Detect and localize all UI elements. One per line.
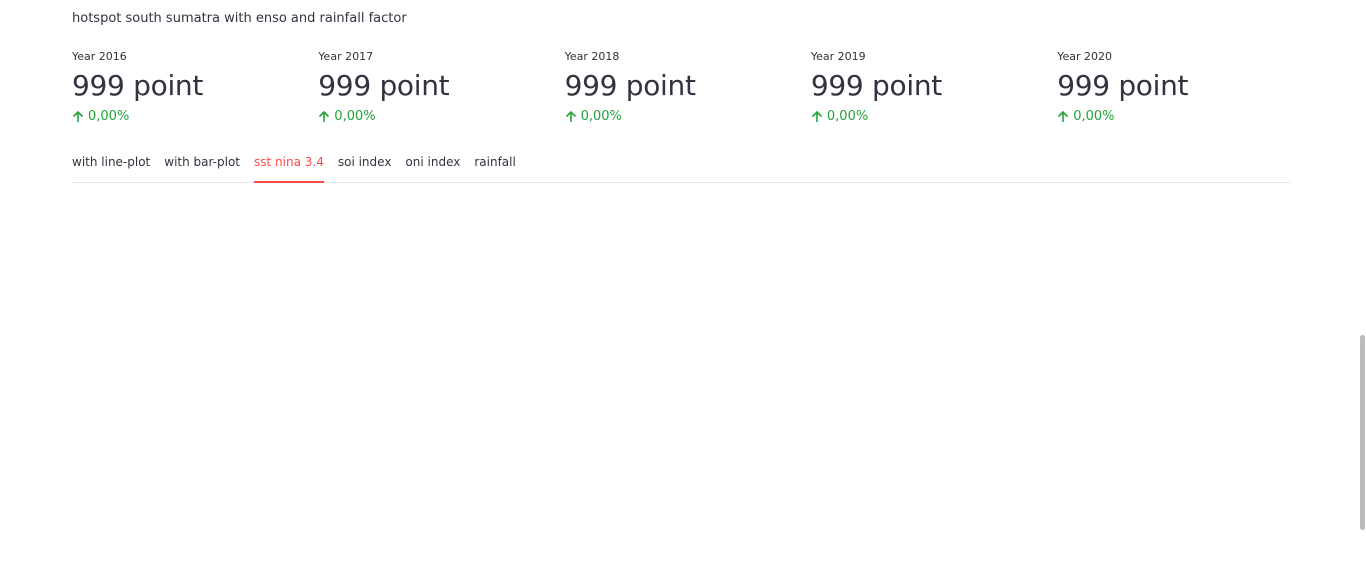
metric-label: Year 2019	[810, 50, 866, 63]
tab[interactable]: rainfall	[474, 155, 516, 169]
arrow-up-icon	[319, 110, 330, 122]
metric-delta-text: 0,00%	[334, 109, 376, 124]
metric: Year 2020 999 point 0,00%	[1057, 50, 1303, 124]
metric-value: 999 point	[564, 69, 696, 102]
metric: Year 2019 999 point 0,00%	[811, 50, 1057, 124]
metric-label: Year 2016	[72, 50, 127, 63]
metric-delta-text: 0,00%	[1073, 109, 1115, 124]
metric-delta: 0,00%	[565, 109, 811, 124]
tab[interactable]: with bar-plot	[164, 155, 241, 169]
metric-delta: -101220022004200620082010201220142016201…	[72, 109, 318, 124]
arrow-up-icon	[811, 110, 822, 122]
metric-delta-text: 0,00%	[580, 109, 622, 124]
tab[interactable]: soi index	[337, 155, 392, 169]
arrow-up-icon: -101220022004200620082010201220142016201…	[72, 110, 84, 122]
tab[interactable]: sst nina 3.4	[254, 155, 324, 183]
tabs: with line-plot with bar-plot sst nina 3.4 s…	[72, 155, 1290, 183]
metric-label: Year 2018	[564, 50, 620, 63]
metric-value: 999 point	[72, 69, 204, 102]
arrow-up-icon	[565, 110, 576, 122]
metric: Year 2018 999 point 0,00%	[565, 50, 811, 124]
metric-delta-text: 0,00%	[88, 109, 130, 124]
metric-delta: 0,00%	[1057, 109, 1303, 124]
arrow-up-icon	[1058, 110, 1069, 122]
metric-label: Year 2017	[318, 50, 374, 63]
metric-delta-text: 0,00%	[826, 109, 869, 124]
metric: Year 2016 999 point -101220022004200620082…	[72, 50, 318, 124]
metric-value: 999 point	[1057, 69, 1189, 102]
tab[interactable]: oni index	[405, 155, 461, 169]
metric: Year 2017 999 point 0,00%	[318, 50, 564, 124]
page-title: hotspot south sumatra with enso and rain…	[72, 11, 407, 26]
tab[interactable]: with line-plot	[72, 155, 151, 169]
metric-label: Year 2020	[1057, 50, 1112, 63]
scrollbar[interactable]	[1360, 335, 1365, 530]
metric-value: 999 point	[810, 69, 942, 102]
metric-value: 999 point	[318, 69, 450, 102]
metric-delta: 0,00%	[318, 109, 564, 124]
metric-delta: 0,00%	[811, 109, 1057, 124]
